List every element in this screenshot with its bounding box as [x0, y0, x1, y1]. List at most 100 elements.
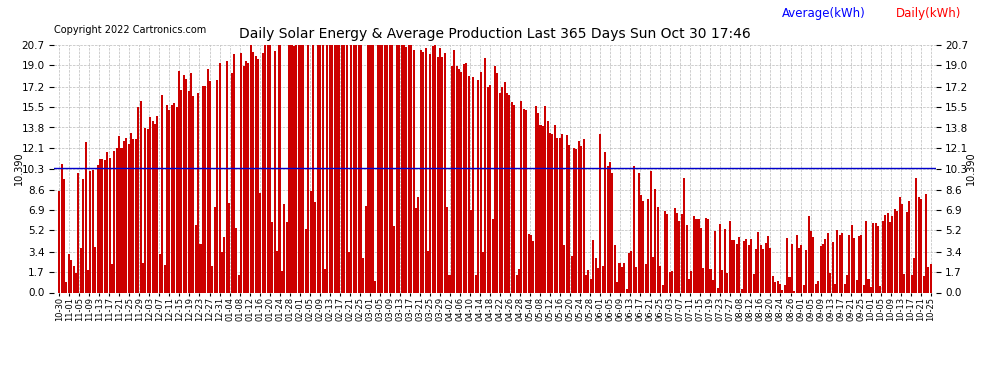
Bar	[702, 268, 704, 292]
Bar	[916, 178, 918, 292]
Bar	[928, 267, 930, 292]
Bar	[930, 264, 932, 292]
Bar	[870, 287, 872, 292]
Bar	[781, 290, 783, 292]
Bar	[553, 125, 555, 292]
Bar	[312, 45, 314, 292]
Bar	[92, 170, 94, 292]
Bar	[666, 214, 668, 292]
Bar	[439, 48, 441, 292]
Bar	[796, 235, 798, 292]
Bar	[405, 47, 408, 292]
Bar	[633, 166, 635, 292]
Bar	[84, 141, 86, 292]
Bar	[858, 236, 860, 292]
Bar	[681, 214, 683, 292]
Bar	[446, 207, 448, 292]
Bar	[339, 45, 341, 292]
Bar	[221, 252, 223, 292]
Bar	[229, 203, 231, 292]
Bar	[386, 45, 388, 292]
Bar	[918, 196, 920, 292]
Bar	[801, 245, 803, 292]
Bar	[791, 244, 793, 292]
Bar	[904, 274, 906, 292]
Bar	[764, 243, 766, 292]
Bar	[688, 279, 690, 292]
Bar	[391, 45, 393, 292]
Bar	[741, 289, 742, 292]
Bar	[685, 225, 688, 292]
Bar	[925, 194, 927, 292]
Bar	[592, 240, 594, 292]
Bar	[492, 219, 494, 292]
Bar	[484, 58, 486, 292]
Bar	[719, 224, 721, 292]
Bar	[185, 79, 187, 292]
Bar	[575, 149, 577, 292]
Bar	[700, 228, 702, 292]
Bar	[698, 219, 700, 292]
Text: 10.390: 10.390	[966, 152, 976, 185]
Bar	[241, 53, 243, 292]
Bar	[276, 251, 278, 292]
Bar	[142, 262, 145, 292]
Bar	[504, 82, 506, 292]
Bar	[513, 105, 515, 292]
Bar	[389, 45, 391, 292]
Bar	[707, 219, 709, 292]
Bar	[587, 270, 589, 292]
Bar	[216, 80, 218, 292]
Bar	[621, 267, 623, 292]
Bar	[580, 146, 582, 292]
Bar	[207, 69, 209, 292]
Bar	[422, 52, 424, 292]
Bar	[187, 91, 189, 292]
Bar	[561, 134, 563, 292]
Bar	[673, 208, 675, 292]
Bar	[175, 107, 177, 292]
Bar	[815, 284, 817, 292]
Bar	[501, 87, 503, 292]
Bar	[346, 45, 347, 292]
Bar	[558, 138, 560, 292]
Bar	[712, 280, 714, 292]
Bar	[166, 105, 168, 292]
Bar	[511, 102, 513, 292]
Bar	[889, 222, 891, 292]
Bar	[899, 197, 901, 292]
Bar	[123, 141, 125, 292]
Bar	[566, 135, 568, 292]
Bar	[288, 45, 290, 292]
Bar	[154, 123, 156, 292]
Bar	[535, 106, 537, 292]
Bar	[104, 160, 106, 292]
Bar	[853, 238, 855, 292]
Bar	[472, 76, 474, 292]
Bar	[865, 221, 867, 292]
Bar	[731, 240, 733, 292]
Bar	[195, 225, 197, 292]
Bar	[525, 111, 527, 292]
Bar	[355, 45, 357, 292]
Bar	[332, 45, 334, 292]
Bar	[173, 102, 175, 292]
Bar	[63, 179, 65, 292]
Bar	[381, 45, 383, 292]
Bar	[494, 66, 496, 292]
Bar	[199, 244, 202, 292]
Bar	[58, 191, 60, 292]
Bar	[410, 45, 412, 292]
Bar	[60, 164, 62, 292]
Bar	[671, 272, 673, 292]
Bar	[352, 45, 354, 292]
Bar	[295, 45, 297, 292]
Bar	[570, 256, 572, 292]
Bar	[506, 93, 508, 292]
Bar	[393, 226, 395, 292]
Bar	[128, 144, 130, 292]
Bar	[384, 45, 386, 292]
Bar	[463, 64, 465, 292]
Bar	[408, 45, 410, 292]
Bar	[597, 268, 599, 292]
